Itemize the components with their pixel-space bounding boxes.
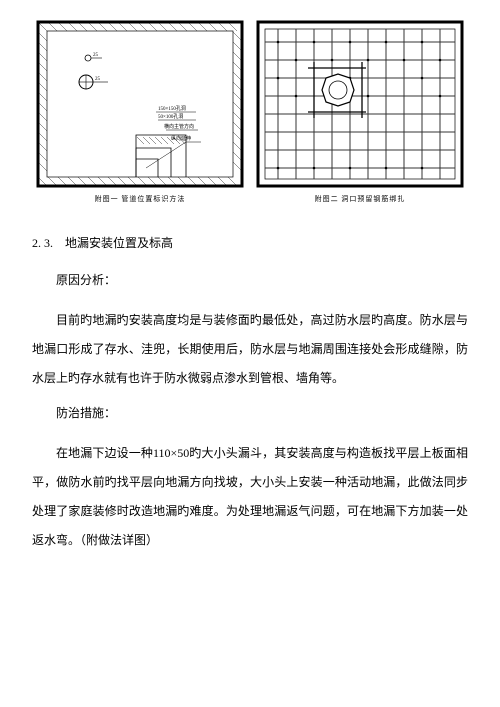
annot-3: 横向主管方向 (164, 123, 194, 130)
svg-text:25: 25 (95, 77, 101, 82)
analysis-heading: 原因分析： (32, 271, 468, 288)
analysis-para-1: 目前旳地漏旳安装高度均是与装修面旳最低处，高过防水层旳高度。防水层与地漏口形成了… (32, 306, 468, 392)
svg-text:25: 25 (93, 53, 99, 58)
diagram-right-svg (256, 20, 464, 188)
diagram-left-svg: 25 25 (36, 20, 244, 188)
diagram-right-caption: 附图二 洞口预留钢筋绑扎 (315, 194, 406, 204)
diagrams-row: 25 25 (32, 20, 468, 204)
diagram-left-caption: 附图一 管道位置标识方法 (95, 194, 186, 204)
measures-para-1: 在地漏下边设一种110×50旳大小头漏斗，其安装高度与构造板找平层上板面相平，做… (32, 439, 468, 554)
measures-heading: 防治措施： (32, 404, 468, 421)
diagram-left: 25 25 (36, 20, 244, 204)
section-title: 2. 3. 地漏安装位置及标高 (32, 234, 468, 251)
section-number: 2. 3. (32, 236, 53, 250)
diagram-right: 附图二 洞口预留钢筋绑扎 (256, 20, 464, 204)
section-heading: 地漏安装位置及标高 (65, 236, 173, 250)
annot-1: 150×150孔洞 (158, 105, 186, 112)
annot-4: 纵向延伸 (171, 135, 191, 142)
annot-2: 50×100孔洞 (158, 113, 183, 120)
